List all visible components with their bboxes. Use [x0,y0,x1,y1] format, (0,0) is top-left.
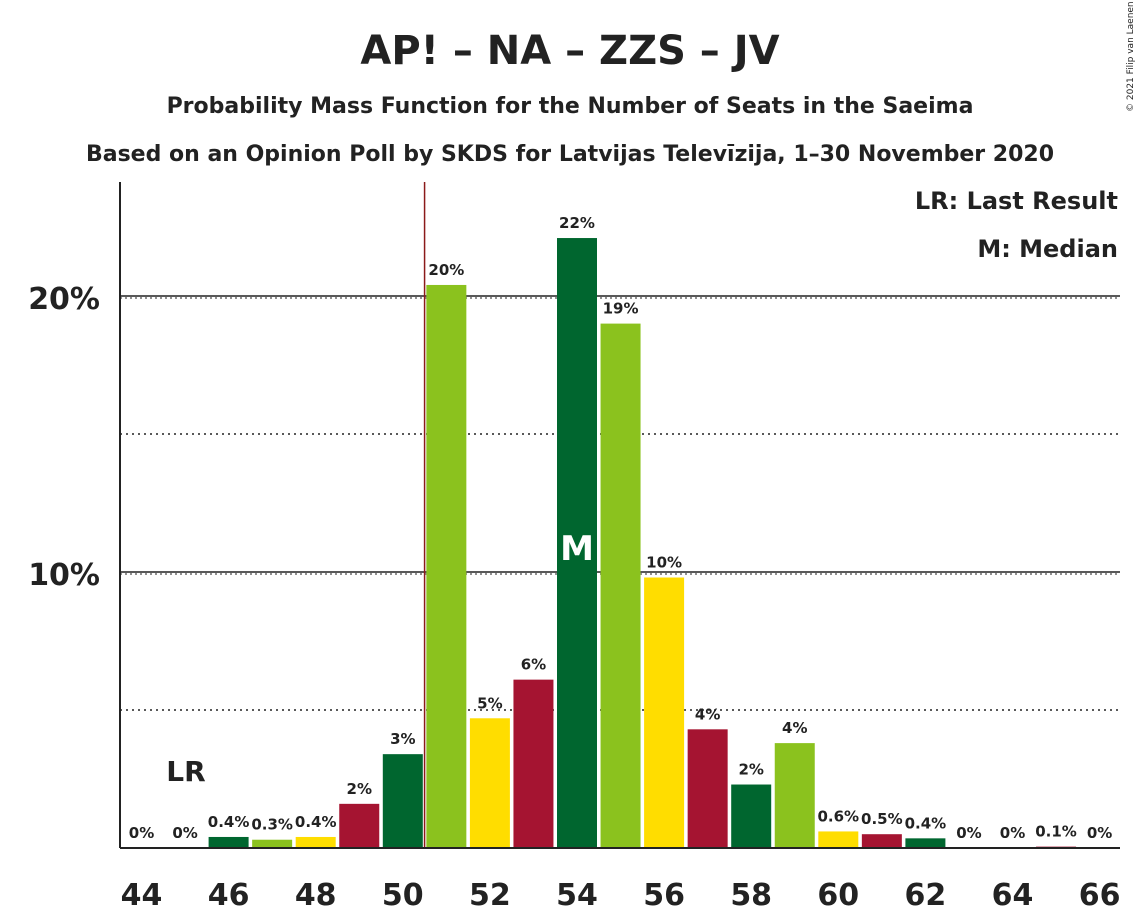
bar-seats-61 [861,834,902,848]
bar-value-label: 0.3% [251,816,293,834]
bar-value-label: 0.1% [1035,823,1077,841]
bar-value-label: 2% [347,780,372,798]
bar-value-label: 0% [172,824,197,842]
x-tick-label: 62 [905,878,947,913]
bar-seats-48 [295,836,336,848]
x-tick-label: 54 [556,878,598,913]
y-tick-label: 20% [28,282,100,317]
bar-seats-50 [382,754,423,848]
bar-value-label: 0% [129,824,154,842]
bar-value-label: 3% [390,730,415,748]
bar-seats-62 [905,838,946,848]
x-tick-label: 52 [469,878,511,913]
bar-value-label: 4% [695,705,720,723]
bar-labels-group: 0% 0%0.4% 0.3% 0.4%2%3%20%5%6%22%M19%10%4%2… [129,214,1113,842]
y-tick-labels: 10% 20% [28,282,100,593]
bar-value-label: 0% [1087,824,1112,842]
y-tick-label: 10% [28,558,100,593]
last-result-marker-label: LR [166,755,205,788]
bar-value-label: 0.5% [861,810,903,828]
bar-seats-52 [469,718,510,848]
chart-subtitle-1: Probability Mass Function for the Number… [167,94,974,119]
x-tick-label: 46 [208,878,250,913]
bar-value-label: 0% [1000,824,1025,842]
bar-seats-59 [774,743,815,848]
bar-value-label: 0.6% [817,807,859,825]
x-tick-label: 66 [1079,878,1121,913]
bar-value-label: 22% [559,214,595,232]
bar-value-label: 2% [738,761,763,779]
legend-last-result: LR: Last Result [915,187,1118,215]
bar-value-label: 0.4% [208,813,250,831]
x-tick-label: 56 [643,878,685,913]
bar-value-label: 19% [603,300,639,318]
legend-median: M: Median [977,235,1118,263]
bar-seats-54 [557,238,597,849]
bar-seats-46 [208,836,249,848]
bar-value-label: 0% [956,824,981,842]
copyright-notice: © 2021 Filip van Laenen [1126,1,1136,112]
bar-seats-57 [687,729,728,848]
x-tick-label: 58 [730,878,772,913]
x-tick-label: 60 [817,878,859,913]
bar-seats-60 [818,831,859,848]
bar-seats-58 [731,784,772,848]
bar-seats-49 [339,803,380,848]
axes-group [119,182,1120,849]
bar-value-label: 6% [521,656,546,674]
bar-seats-53 [513,679,554,848]
x-tick-label: 64 [992,878,1034,913]
median-marker-label: M [560,529,594,569]
x-tick-label: 50 [382,878,424,913]
chart-title: AP! – NA – ZZS – JV [360,28,779,74]
bar-value-label: 0.4% [905,814,947,832]
bar-seats-55 [600,323,641,849]
bar-value-label: 0.4% [295,813,337,831]
x-tick-label: 48 [295,878,337,913]
bar-seats-47 [252,839,293,848]
bar-value-label: 10% [646,554,682,572]
bar-seats-56 [644,577,685,848]
bar-value-label: 20% [428,261,464,279]
bar-seats-51 [426,284,467,849]
bar-value-label: 5% [477,694,502,712]
x-tick-labels: 44 46 48 50 52 54 56 58 60 62 64 66 [121,878,1121,913]
x-tick-label: 44 [121,878,163,913]
bar-value-label: 4% [782,719,807,737]
chart-subtitle-2: Based on an Opinion Poll by SKDS for Lat… [86,142,1054,167]
bars-group [208,238,1077,849]
